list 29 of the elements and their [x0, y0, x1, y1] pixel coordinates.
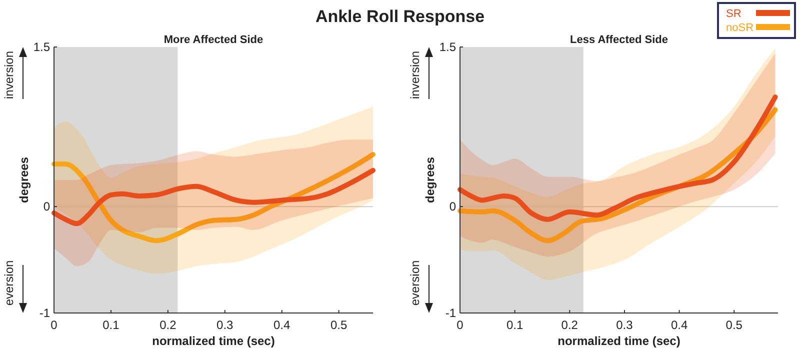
x-tick-label: 0.3: [616, 318, 634, 332]
text: eversion: [2, 260, 16, 306]
y-tick-label: 1.5: [33, 40, 50, 54]
y-tick-label: 0: [43, 200, 50, 214]
x-tick-label: 0.3: [216, 318, 234, 332]
x-tick-label: 0.1: [102, 318, 120, 332]
chart-title: Ankle Roll Response: [315, 7, 485, 26]
text: eversion: [408, 260, 422, 306]
chart-subtitle: More Affected Side: [164, 34, 264, 46]
legend-label: SR: [726, 8, 742, 20]
x-tick-label: 0.2: [561, 318, 578, 332]
y-tick-label: -1: [39, 306, 50, 320]
x-tick-label: 0.5: [726, 318, 743, 332]
x-tick-label: 0.1: [506, 318, 524, 332]
y-tick-label: 1.5: [439, 40, 456, 54]
x-tick-label: 0.5: [330, 318, 348, 332]
text: inversion: [2, 50, 16, 100]
y-axis-title: degrees: [423, 156, 437, 204]
y-tick-label: 0: [449, 200, 456, 214]
x-axis-title: normalized time (sec): [152, 334, 275, 348]
y-axis-title: degrees: [17, 156, 31, 204]
text: inversion: [408, 50, 422, 100]
y-tick-label: -1: [445, 306, 456, 320]
x-tick-label: 0.4: [670, 318, 688, 332]
chart-subtitle: Less Affected Side: [570, 34, 668, 46]
x-tick-label: 0.2: [160, 318, 177, 332]
legend-label: noSR: [726, 22, 754, 34]
x-tick-label: 0.4: [274, 318, 291, 332]
x-axis-title: normalized time (sec): [558, 334, 680, 348]
